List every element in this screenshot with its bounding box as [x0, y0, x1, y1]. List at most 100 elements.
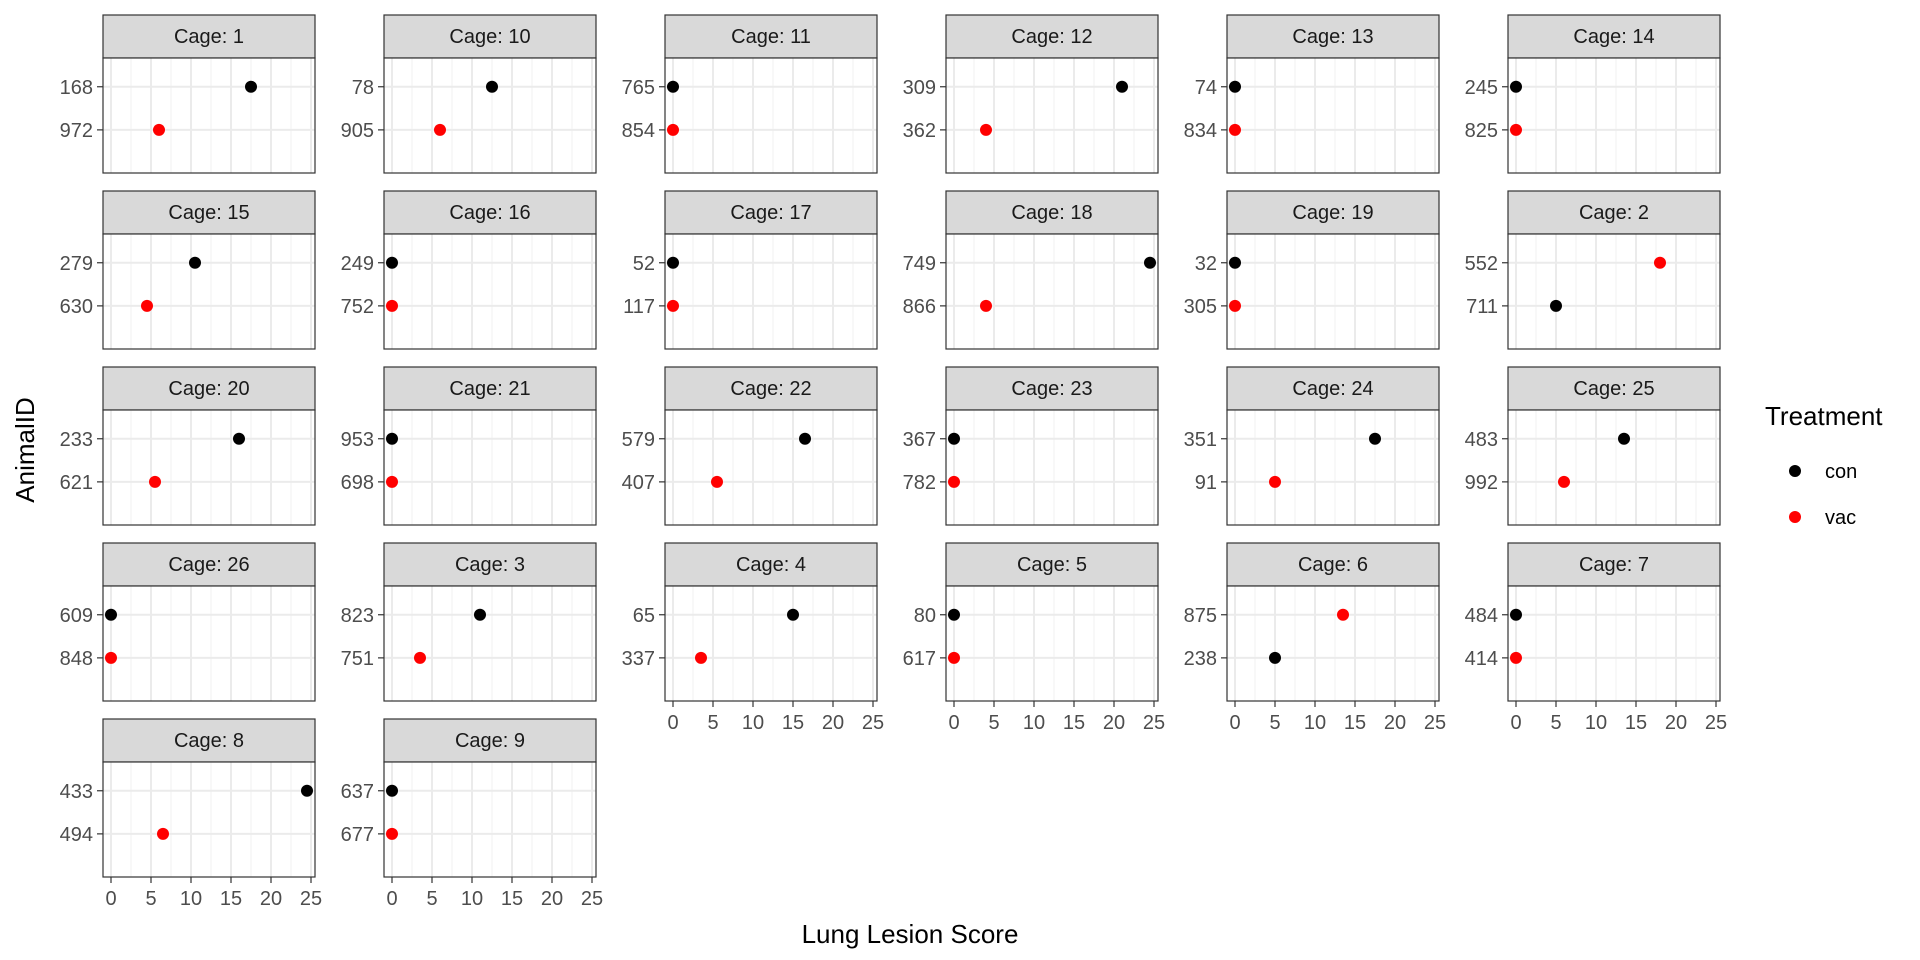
x-tick-label: 20 — [1384, 712, 1406, 734]
data-point-con — [948, 608, 960, 621]
data-point-con — [1144, 256, 1156, 269]
y-axis-title: AnimalID — [10, 397, 40, 502]
plot-background — [384, 762, 596, 877]
data-point-vac — [948, 475, 960, 488]
data-point-vac — [1229, 299, 1241, 312]
y-tick-label: 825 — [1465, 120, 1498, 142]
facet-strip-label: Cage: 5 — [1017, 554, 1087, 576]
plot-background — [665, 234, 877, 349]
data-point-vac — [149, 475, 161, 488]
x-tick-label: 20 — [822, 712, 844, 734]
y-tick-label: 351 — [1184, 429, 1217, 451]
data-point-vac — [1510, 651, 1522, 664]
facet-strip-label: Cage: 19 — [1292, 202, 1373, 224]
plot-background — [1227, 410, 1439, 525]
y-tick-label: 433 — [60, 781, 93, 803]
facet-panel: Cage: 1 168 972 — [60, 14, 316, 174]
facet-strip-label: Cage: 26 — [168, 554, 249, 576]
facet-strip — [945, 366, 1159, 411]
data-point-con — [948, 432, 960, 445]
data-point-con — [1269, 651, 1281, 664]
plot-background — [946, 586, 1158, 701]
data-point-con — [667, 256, 679, 269]
y-tick-label: 483 — [1465, 429, 1498, 451]
plot-background — [1508, 586, 1720, 701]
x-tick-label: 0 — [1510, 712, 1521, 734]
y-tick-label: 751 — [341, 648, 374, 670]
facet-strip-label: Cage: 13 — [1292, 26, 1373, 48]
facet-strip — [1226, 366, 1440, 411]
facet-strip — [102, 718, 316, 763]
panel-border — [1226, 233, 1440, 350]
data-point-vac — [695, 651, 707, 664]
x-tick-label: 25 — [1424, 712, 1446, 734]
x-tick-label: 0 — [1229, 712, 1240, 734]
plot-background — [1508, 410, 1720, 525]
facet-strip-label: Cage: 15 — [168, 202, 249, 224]
data-point-con — [474, 608, 486, 621]
y-tick-label: 279 — [60, 253, 93, 275]
data-point-con — [1229, 80, 1241, 93]
y-tick-label: 367 — [903, 429, 936, 451]
x-tick-label: 15 — [1344, 712, 1366, 734]
data-point-vac — [980, 123, 992, 136]
panel-border — [102, 57, 316, 174]
panel-border — [102, 761, 316, 878]
data-point-vac — [153, 123, 165, 136]
x-tick-label: 5 — [145, 888, 156, 910]
y-tick-label: 848 — [60, 648, 93, 670]
x-tick-label: 0 — [667, 712, 678, 734]
y-tick-label: 233 — [60, 429, 93, 451]
x-tick-label: 20 — [541, 888, 563, 910]
panel-border — [383, 409, 597, 526]
plot-background — [1227, 58, 1439, 173]
data-point-con — [245, 80, 257, 93]
plot-background — [384, 234, 596, 349]
facet-strip — [945, 14, 1159, 59]
panel-border — [664, 409, 878, 526]
panel-border — [383, 233, 597, 350]
legend-key-vac — [1789, 511, 1801, 523]
x-tick-label: 25 — [300, 888, 322, 910]
data-point-vac — [948, 651, 960, 664]
facet-strip-label: Cage: 18 — [1011, 202, 1092, 224]
facet-panel: Cage: 24 351 91 — [1184, 366, 1440, 526]
facet-strip-label: Cage: 12 — [1011, 26, 1092, 48]
x-tick-label: 20 — [260, 888, 282, 910]
x-tick-label: 5 — [988, 712, 999, 734]
facet-panel: Cage: 21 953 698 — [341, 366, 597, 526]
facet-panel: Cage: 20 233 621 — [60, 366, 316, 526]
y-tick-label: 677 — [341, 824, 374, 846]
data-point-con — [486, 80, 498, 93]
x-tick-label: 20 — [1103, 712, 1125, 734]
facet-panel: Cage: 23 367 782 — [903, 366, 1159, 526]
y-tick-label: 854 — [622, 120, 655, 142]
data-point-con — [1229, 256, 1241, 269]
facet-panel: Cage: 7 484 414 0 5 10 15 20 25 — [1465, 542, 1727, 734]
plot-background — [103, 58, 315, 173]
data-point-con — [1510, 80, 1522, 93]
legend-label: vac — [1825, 507, 1856, 529]
facet-panel: Cage: 11 765 854 — [622, 14, 878, 174]
data-point-vac — [711, 475, 723, 488]
panel-border — [664, 233, 878, 350]
facet-strip — [1507, 542, 1721, 587]
facet-strip-label: Cage: 22 — [730, 378, 811, 400]
y-tick-label: 609 — [60, 605, 93, 627]
facet-panel: Cage: 19 32 305 — [1184, 190, 1440, 350]
facet-panel: Cage: 15 279 630 — [60, 190, 316, 350]
x-tick-label: 10 — [1585, 712, 1607, 734]
data-point-vac — [1337, 608, 1349, 621]
facet-strip-label: Cage: 7 — [1579, 554, 1649, 576]
data-point-con — [1618, 432, 1630, 445]
plot-background — [384, 410, 596, 525]
y-tick-label: 711 — [1466, 296, 1498, 318]
data-point-vac — [980, 299, 992, 312]
x-tick-label: 5 — [707, 712, 718, 734]
data-point-con — [787, 608, 799, 621]
facet-strip-label: Cage: 20 — [168, 378, 249, 400]
data-point-vac — [386, 299, 398, 312]
panel-border — [1226, 585, 1440, 702]
facet-strip — [1226, 190, 1440, 235]
plot-background — [1508, 234, 1720, 349]
